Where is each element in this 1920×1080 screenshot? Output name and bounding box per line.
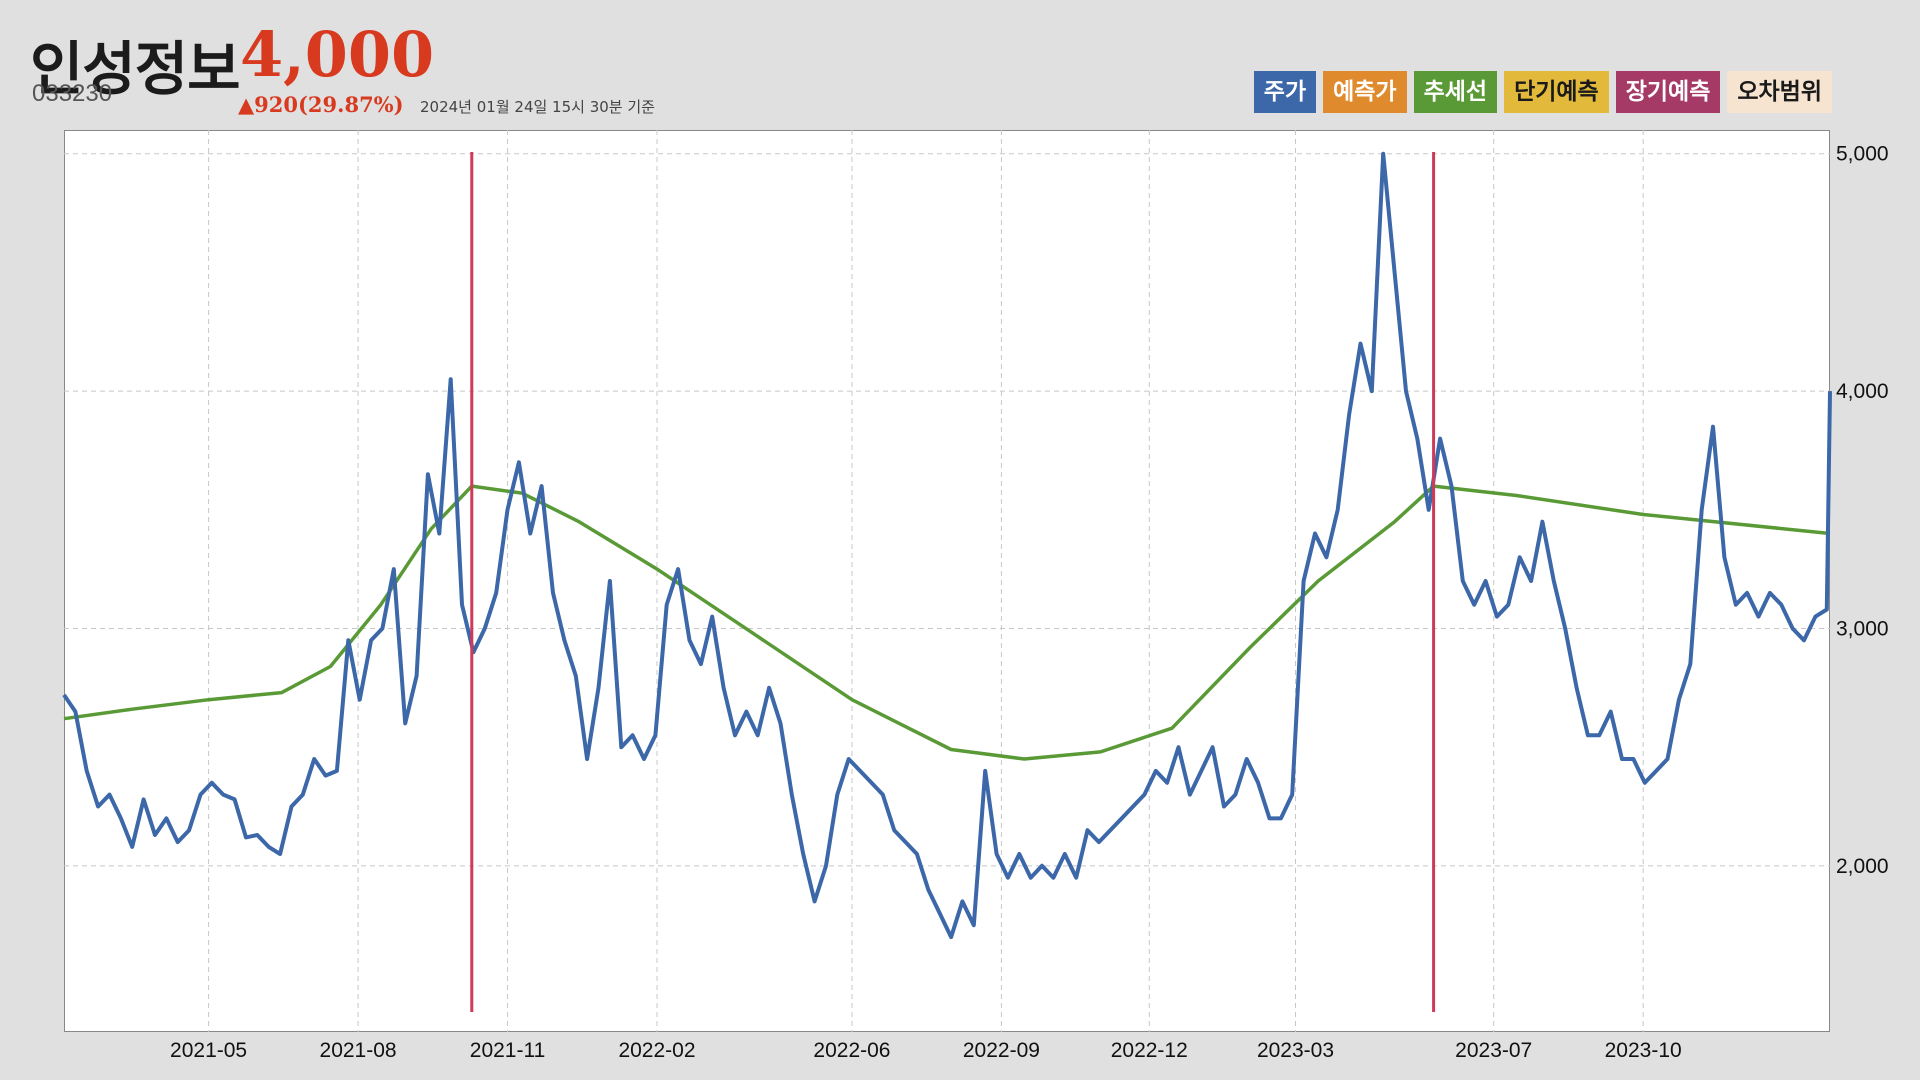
x-tick-label: 2021-08 — [320, 1039, 397, 1062]
y-tick-label: 5,000 — [1836, 143, 1889, 166]
x-tick-label: 2022-12 — [1111, 1039, 1188, 1062]
x-tick-label: 2023-10 — [1605, 1039, 1682, 1062]
x-tick-label: 2021-11 — [470, 1039, 546, 1062]
stock-code: 033230 — [32, 80, 113, 107]
x-tick-label: 2022-06 — [813, 1039, 890, 1062]
x-tick-label: 2022-02 — [618, 1039, 695, 1062]
y-tick-label: 3,000 — [1836, 617, 1889, 640]
legend-item-error-range[interactable]: 오차범위 — [1727, 71, 1832, 113]
x-tick-label: 2023-03 — [1257, 1039, 1334, 1062]
chart-legend: 주가 예측가 추세선 단기예측 장기예측 오차범위 — [1253, 71, 1832, 113]
legend-item-forecast[interactable]: 예측가 — [1323, 71, 1407, 113]
y-tick-label: 2,000 — [1836, 855, 1889, 878]
current-price: 4,000 — [240, 18, 435, 91]
legend-item-trendline[interactable]: 추세선 — [1413, 71, 1498, 113]
as-of-timestamp: 2024년 01월 24일 15시 30분 기준 — [420, 98, 655, 116]
legend-item-price[interactable]: 주가 — [1253, 71, 1317, 113]
legend-item-long-term[interactable]: 장기예측 — [1615, 71, 1721, 113]
price-change: ▲920(29.87%) — [238, 92, 404, 117]
y-tick-label: 4,000 — [1836, 380, 1889, 403]
x-tick-label: 2021-05 — [170, 1039, 247, 1062]
x-tick-label: 2022-09 — [963, 1039, 1040, 1062]
stock-name: 인성정보 — [30, 35, 240, 103]
legend-item-short-term[interactable]: 단기예측 — [1504, 71, 1609, 113]
trendline — [63, 484, 1831, 761]
stock-price-line — [62, 151, 1832, 940]
x-tick-label: 2023-07 — [1455, 1039, 1532, 1062]
